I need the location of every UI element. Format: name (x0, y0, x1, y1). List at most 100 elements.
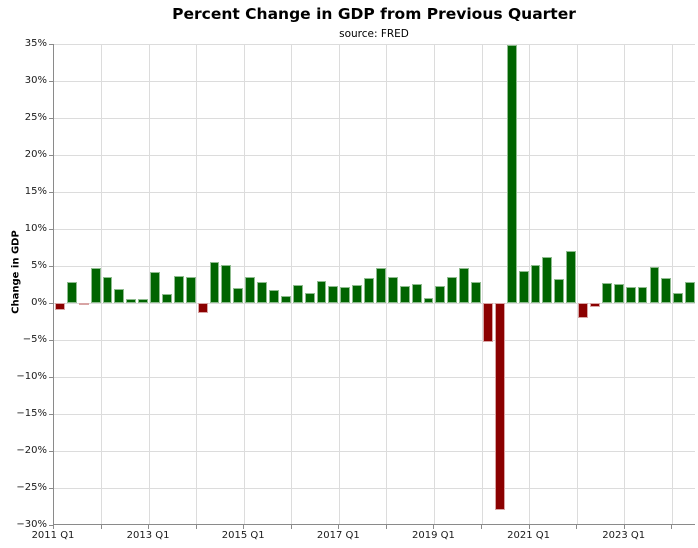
y-tick-label-15: 15% (24, 186, 47, 197)
x-tick-2013 (148, 525, 150, 529)
bar-2014Q2 (209, 262, 220, 303)
x-tick-2019 (433, 525, 435, 529)
bar-2020Q3 (506, 45, 517, 303)
bar-2013Q4 (185, 277, 196, 303)
bar-2015Q2 (257, 281, 267, 303)
y-tick--5 (49, 340, 53, 341)
bar-2018Q4 (423, 297, 434, 303)
gridline-h-25 (54, 117, 695, 119)
bar-2013Q1 (150, 271, 160, 303)
gridline-h--20 (54, 450, 695, 452)
x-tick-2011 (53, 525, 54, 529)
y-tick-label--30: −30% (16, 519, 47, 530)
y-tick--10 (49, 377, 53, 378)
bar-2020Q1 (483, 303, 493, 343)
gridline-v-2020 (481, 44, 483, 524)
x-tick-label-2011Q1: 2011 Q1 (31, 530, 75, 541)
y-tick-10 (49, 229, 53, 230)
x-tick-label-2013Q1: 2013 Q1 (126, 530, 170, 541)
bar-2023Q1 (625, 286, 636, 303)
y-tick-20 (49, 155, 53, 156)
y-tick--15 (49, 414, 53, 415)
gridline-v-2023 (624, 44, 626, 524)
gridline-h--5 (54, 339, 695, 341)
bar-2016Q1 (292, 285, 303, 303)
x-tick-2016 (290, 525, 292, 529)
gridline-v-2018 (386, 44, 388, 524)
bar-2021Q1 (530, 264, 541, 303)
gridline-v-2014 (196, 44, 198, 524)
gridline-h-15 (54, 191, 695, 193)
bar-2017Q3 (364, 277, 374, 303)
y-tick-15 (49, 192, 53, 193)
bar-2011Q3 (78, 303, 89, 305)
bar-2019Q2 (447, 277, 458, 303)
bar-2022Q1 (578, 303, 589, 318)
bar-2013Q2 (162, 294, 172, 303)
gridline-v-2015 (243, 44, 245, 524)
bar-2023Q4 (661, 277, 672, 303)
bar-2020Q4 (518, 271, 529, 303)
bar-2014Q1 (197, 303, 208, 314)
y-tick-label-0: 0% (31, 297, 47, 308)
bar-2018Q1 (387, 277, 398, 303)
bar-2017Q4 (376, 268, 386, 303)
x-tick-2015 (243, 525, 245, 529)
x-tick-2018 (385, 525, 387, 529)
x-tick-2023 (623, 525, 625, 529)
bar-2022Q4 (613, 283, 624, 303)
y-tick--25 (49, 488, 53, 489)
x-tick-2022 (576, 525, 578, 529)
bar-2012Q3 (126, 298, 137, 303)
bar-2012Q2 (114, 288, 125, 303)
bar-2015Q4 (280, 296, 291, 303)
bar-2023Q2 (637, 287, 648, 303)
y-tick--30 (49, 525, 53, 526)
y-tick-5 (49, 266, 53, 267)
x-tick-label-2017Q1: 2017 Q1 (316, 530, 360, 541)
gridline-h--25 (54, 487, 695, 489)
gridline-v-2017 (338, 44, 340, 524)
gridline-v-2016 (291, 44, 293, 524)
gridline-h-35 (54, 44, 695, 45)
y-tick-label-10: 10% (24, 223, 47, 234)
y-tick-label-5: 5% (31, 260, 47, 271)
chart-title: Percent Change in GDP from Previous Quar… (172, 5, 576, 23)
bar-2019Q1 (435, 285, 446, 303)
bar-2014Q3 (221, 265, 232, 303)
bar-2013Q3 (173, 276, 184, 303)
y-tick-label--10: −10% (16, 371, 47, 382)
bar-2015Q3 (269, 289, 279, 303)
x-tick-label-2021Q1: 2021 Q1 (507, 530, 551, 541)
gridline-h-20 (54, 154, 695, 156)
bar-2012Q1 (102, 277, 113, 303)
bar-2024Q2 (685, 282, 696, 303)
gridline-v-2019 (433, 44, 435, 524)
y-tick-25 (49, 118, 53, 119)
bar-2016Q4 (328, 285, 339, 303)
y-tick-30 (49, 81, 53, 82)
gridline-v-2022 (576, 44, 578, 524)
gridline-v-2021 (529, 44, 531, 524)
gridline-h-30 (54, 80, 695, 82)
x-tick-2012 (100, 525, 102, 529)
bar-2019Q4 (471, 282, 482, 303)
bar-2019Q3 (459, 268, 470, 303)
bar-2011Q4 (90, 268, 101, 303)
x-tick-2020 (481, 525, 483, 529)
bar-2021Q4 (566, 251, 577, 303)
y-tick-label-25: 25% (24, 112, 47, 123)
gridline-h-0 (54, 302, 695, 304)
bar-2016Q3 (316, 280, 327, 303)
bar-2018Q3 (411, 283, 422, 303)
y-tick--20 (49, 451, 53, 452)
y-tick-label--20: −20% (16, 445, 47, 456)
chart-subtitle: source: FRED (339, 28, 409, 40)
y-tick-label-35: 35% (24, 38, 47, 49)
bar-2024Q1 (673, 292, 684, 303)
x-tick-2024 (671, 525, 673, 529)
plot-area (53, 44, 696, 525)
bar-2021Q3 (554, 278, 565, 303)
x-tick-label-2015Q1: 2015 Q1 (221, 530, 265, 541)
